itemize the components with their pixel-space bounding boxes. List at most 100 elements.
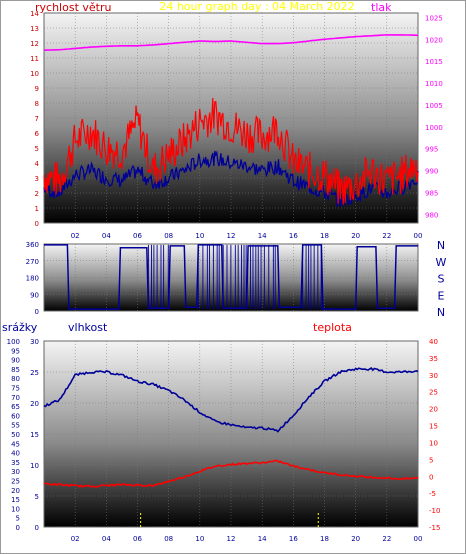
humidity-tick-label: 30	[30, 338, 39, 346]
rain-tick-label: 85	[11, 366, 20, 374]
x-tick-label: 22	[382, 535, 391, 543]
rain-tick-label: 30	[11, 468, 20, 476]
x-tick-label: 14	[258, 535, 267, 543]
x-tick-label: 08	[164, 232, 173, 240]
x-tick-label: 20	[351, 232, 360, 240]
wind-gust-line	[43, 97, 419, 205]
wind-tick-label: 5	[35, 145, 39, 153]
temperature-tick-label: 5	[429, 456, 433, 464]
temperature-tick-label: -15	[429, 524, 440, 532]
wind-tick-label: 1	[35, 205, 39, 213]
pressure-line	[43, 34, 419, 51]
compass-label: E	[438, 289, 445, 302]
temperature-tick-label: 15	[429, 423, 438, 431]
wind-tick-label: 2	[35, 190, 39, 198]
x-tick-label: 18	[320, 535, 329, 543]
temperature-tick-label: 10	[429, 439, 438, 447]
wind-tick-label: 11	[30, 55, 39, 63]
x-tick-label: 18	[320, 232, 329, 240]
x-tick-label: 10	[195, 535, 204, 543]
humidity-tick-label: 0	[35, 524, 39, 532]
pressure-tick-label: 1015	[425, 58, 443, 66]
wind-average-line	[43, 150, 419, 208]
temperature-tick-label: 0	[429, 473, 433, 481]
wind-panel-marks	[43, 34, 419, 208]
rain-tick-label: 40	[11, 450, 20, 458]
rain-tick-label: 70	[11, 394, 20, 402]
compass-label: N	[437, 306, 445, 319]
humidity-tick-label: 25	[30, 369, 39, 377]
temperature-tick-label: -5	[429, 490, 436, 498]
compass-label: W	[436, 256, 447, 269]
direction-tick-label: 180	[26, 275, 39, 283]
axis-labels: 0123456789101112131498098599099510001005…	[7, 10, 447, 543]
wind-tick-label: 10	[30, 70, 39, 78]
chart-title: 24 hour graph day : 04 March 2022	[159, 1, 354, 13]
compass-label: N	[437, 239, 445, 252]
rain-tick-label: 60	[11, 412, 20, 420]
temperature-tick-label: 30	[429, 372, 438, 380]
wind-tick-label: 8	[35, 100, 39, 108]
x-tick-label: 06	[133, 232, 142, 240]
pressure-tick-label: 990	[425, 168, 438, 176]
direction-panel-marks	[44, 244, 418, 310]
x-tick-label: 12	[227, 232, 236, 240]
temperature-tick-label: 35	[429, 355, 438, 363]
pressure-tick-label: 1025	[425, 14, 443, 22]
rain-tick-label: 50	[11, 431, 20, 439]
x-tick-label: 12	[227, 535, 236, 543]
direction-tick-label: 90	[30, 291, 39, 299]
rain-tick-label: 0	[16, 524, 20, 532]
temperature-line	[43, 459, 419, 488]
pressure-tick-label: 995	[425, 146, 438, 154]
rain-tick-label: 25	[11, 478, 20, 486]
rain-tick-label: 35	[11, 459, 20, 467]
wind-tick-label: 7	[35, 115, 39, 123]
x-tick-label: 00	[414, 535, 423, 543]
temperature-tick-label: -10	[429, 507, 440, 515]
pressure-tick-label: 985	[425, 189, 438, 197]
temperature-tick-label: 20	[429, 406, 438, 414]
humidity-tick-label: 20	[30, 400, 39, 408]
direction-tick-label: 0	[35, 308, 39, 316]
wind-tick-label: 3	[35, 175, 39, 183]
x-tick-label: 14	[258, 232, 267, 240]
wind-tick-label: 12	[30, 40, 39, 48]
x-tick-label: 00	[414, 232, 423, 240]
humidity-tick-label: 5	[35, 493, 39, 501]
humidity-label: vlhkost	[68, 321, 108, 334]
rain-tick-label: 5	[16, 515, 20, 523]
wind-speed-label: rychlost větru	[35, 1, 111, 14]
direction-tick-label: 360	[26, 241, 39, 249]
pressure-tick-label: 1020	[425, 36, 443, 44]
rain-label: srážky	[2, 321, 38, 334]
x-tick-label: 04	[102, 535, 111, 543]
rain-tick-label: 95	[11, 347, 20, 355]
wind-tick-label: 6	[35, 130, 40, 138]
temperature-label: teplota	[313, 321, 352, 334]
x-tick-label: 10	[195, 232, 204, 240]
humidity-panel-marks	[43, 367, 419, 527]
rain-tick-label: 55	[11, 422, 20, 430]
rain-tick-label: 100	[7, 338, 20, 346]
wind-tick-label: 0	[35, 220, 39, 228]
x-tick-label: 20	[351, 535, 360, 543]
rain-tick-label: 20	[11, 487, 20, 495]
pressure-tick-label: 1005	[425, 102, 443, 110]
humidity-tick-label: 10	[30, 462, 39, 470]
temperature-tick-label: 40	[429, 338, 438, 346]
x-tick-label: 02	[71, 232, 80, 240]
x-tick-label: 22	[382, 232, 391, 240]
rain-tick-label: 65	[11, 403, 20, 411]
x-tick-label: 06	[133, 535, 142, 543]
rain-tick-label: 90	[11, 357, 20, 365]
temperature-tick-label: 25	[429, 389, 438, 397]
x-tick-label: 16	[289, 535, 298, 543]
x-tick-label: 02	[71, 535, 80, 543]
wind-tick-label: 4	[35, 160, 40, 168]
rain-tick-label: 45	[11, 440, 20, 448]
humidity-line	[43, 367, 419, 433]
rain-tick-label: 80	[11, 375, 20, 383]
